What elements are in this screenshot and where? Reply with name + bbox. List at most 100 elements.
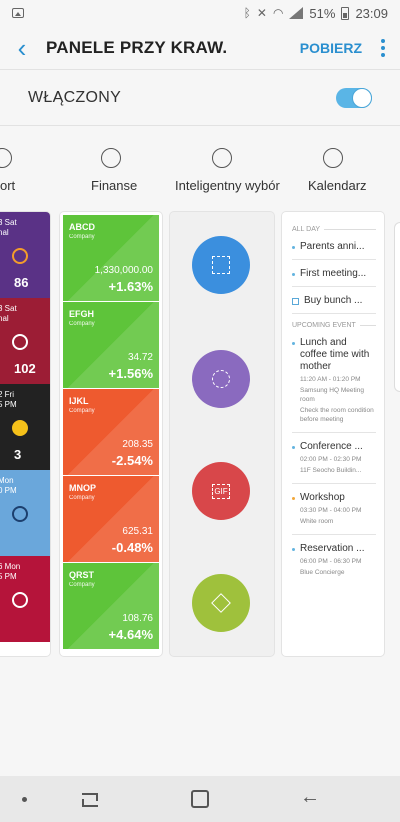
- mute-icon: ✕: [256, 6, 267, 20]
- bluetooth-icon: ᛒ: [243, 6, 251, 20]
- battery-percent: 51%: [309, 5, 336, 21]
- game-score: 3: [14, 447, 22, 462]
- team-logo-icon: [12, 592, 28, 608]
- sport-game-tile: 3 Sat nal 102: [0, 298, 50, 384]
- team-logo-icon: [12, 506, 28, 522]
- pin-to-screen-icon: [211, 593, 231, 613]
- panel-label-smart-select: Inteligentny wybór: [175, 178, 280, 193]
- stock-change: +1.56%: [108, 366, 153, 381]
- panel-label-sport: ort: [0, 178, 16, 193]
- page-title: PANELE PRZY KRAW.: [46, 37, 228, 57]
- sport-game-tile: 3 Sat nal 86: [0, 212, 50, 298]
- stock-change: -0.48%: [111, 540, 153, 555]
- calendar-event: Conference ... 02:00 PM - 02:30 PM 11F S…: [292, 432, 376, 475]
- stock-company: Company: [69, 234, 95, 240]
- panel-radio-calendar[interactable]: [323, 148, 343, 168]
- stock-tile: ABCD Company 1,330,000.00 +1.63%: [63, 215, 159, 301]
- rectangle-select-button: [192, 236, 250, 294]
- all-day-item: Parents anni...: [292, 241, 376, 260]
- sport-panel-preview[interactable]: 3 Sat nal 86 3 Sat nal 102 2 Fri 5 PM 3 Mon…: [0, 212, 50, 656]
- stock-company: Company: [69, 408, 95, 414]
- stock-tile: MNOP Company 625.31 -0.48%: [63, 476, 159, 562]
- team-logo-icon: [12, 420, 28, 436]
- event-time: 02:00 PM - 02:30 PM: [300, 456, 362, 463]
- event-place: Samsung HQ Meeting room: [300, 387, 364, 403]
- animation-gif-button: GIF: [192, 462, 250, 520]
- panel-radio-smart-select[interactable]: [212, 148, 232, 168]
- team-logo-icon: [12, 248, 28, 264]
- app-bar: ‹ PANELE PRZY KRAW. POBIERZ: [0, 26, 400, 70]
- all-day-header: ALL DAY: [292, 226, 376, 233]
- gallery-notification-icon: [12, 8, 24, 18]
- stock-change: +4.64%: [108, 627, 153, 642]
- panel-radio-sport[interactable]: [0, 148, 12, 168]
- stock-price: 108.76: [122, 613, 153, 624]
- more-options-icon[interactable]: [366, 26, 400, 70]
- recent-apps-icon[interactable]: [80, 790, 98, 808]
- toggle-label: WŁĄCZONY: [28, 88, 122, 106]
- stock-price: 208.35: [122, 439, 153, 450]
- event-time: 11:20 AM - 01:20 PM: [300, 376, 361, 383]
- team-logo-icon: [12, 334, 28, 350]
- nav-dot-icon[interactable]: [22, 797, 27, 802]
- stock-symbol: EFGH: [69, 309, 95, 319]
- calendar-panel-preview[interactable]: ALL DAY Parents anni... First meeting...…: [282, 212, 384, 656]
- event-title: Reservation ...: [300, 543, 365, 554]
- calendar-event: Lunch and coffee time with mother 11:20 …: [292, 337, 376, 424]
- calendar-event: Reservation ... 06:00 PM - 06:30 PM Blue…: [292, 534, 376, 577]
- game-score: 102: [14, 361, 36, 376]
- back-arrow-icon[interactable]: ‹: [17, 32, 27, 63]
- stock-change: +1.63%: [108, 279, 153, 294]
- stock-company: Company: [69, 321, 95, 327]
- stock-change: -2.54%: [111, 453, 153, 468]
- edge-panels-switch[interactable]: [336, 87, 372, 108]
- home-icon[interactable]: [191, 790, 209, 808]
- oval-select-icon: [212, 370, 230, 388]
- stock-company: Company: [69, 582, 95, 588]
- panel-label-finance: Finanse: [91, 178, 138, 193]
- upcoming-header: UPCOMING EVENT: [292, 322, 376, 329]
- event-place: White room: [300, 518, 334, 525]
- panel-radio-finance[interactable]: [101, 148, 121, 168]
- panel-label-calendar: Kalendarz: [308, 178, 367, 193]
- stock-tile: IJKL Company 208.35 -2.54%: [63, 389, 159, 475]
- event-note: Check the room condition before meeting: [300, 407, 374, 423]
- switch-knob: [352, 87, 372, 108]
- back-icon[interactable]: ←: [300, 786, 320, 808]
- stock-tile: EFGH Company 34.72 +1.56%: [63, 302, 159, 388]
- event-title: Lunch and coffee time with mother: [300, 337, 370, 372]
- stock-price: 34.72: [127, 352, 153, 363]
- all-day-item: First meeting...: [292, 268, 376, 287]
- stock-tile: QRST Company 108.76 +4.64%: [63, 563, 159, 649]
- sport-game-tile: 6 Mon 5 PM: [0, 556, 50, 642]
- event-time: 06:00 PM - 06:30 PM: [300, 558, 362, 565]
- download-button[interactable]: POBIERZ: [296, 34, 366, 62]
- battery-icon: [341, 6, 350, 20]
- game-score: 86: [14, 275, 29, 290]
- event-title: Workshop: [300, 492, 345, 503]
- status-icons: ᛒ ✕ ◠ 51% 23:09: [244, 6, 388, 21]
- stock-symbol: ABCD: [69, 222, 95, 232]
- sport-game-tile: 2 Fri 5 PM 3: [0, 384, 50, 470]
- oval-select-button: [192, 350, 250, 408]
- clock: 23:09: [355, 5, 388, 21]
- animation-gif-icon: GIF: [212, 483, 230, 499]
- calendar-event: Workshop 03:30 PM - 04:00 PM White room: [292, 483, 376, 526]
- pin-to-screen-button: [192, 574, 250, 632]
- next-panel-peek[interactable]: [394, 222, 400, 392]
- smart-select-panel-preview[interactable]: GIF: [170, 212, 274, 656]
- finance-panel-preview[interactable]: ABCD Company 1,330,000.00 +1.63% EFGH Co…: [60, 212, 162, 656]
- stock-symbol: MNOP: [69, 483, 96, 493]
- event-time: 03:30 PM - 04:00 PM: [300, 507, 362, 514]
- stock-price: 1,330,000.00: [94, 265, 153, 276]
- sport-game-tile: Mon 0 PM: [0, 470, 50, 556]
- navigation-bar: ←: [0, 776, 400, 822]
- status-bar: ᛒ ✕ ◠ 51% 23:09: [0, 0, 400, 26]
- event-title: Conference ...: [300, 441, 363, 452]
- wifi-icon: ◠: [272, 6, 284, 20]
- rectangle-select-icon: [212, 256, 230, 274]
- edge-panels-toggle-row[interactable]: WŁĄCZONY: [0, 70, 400, 126]
- stock-company: Company: [69, 495, 95, 501]
- stock-symbol: QRST: [69, 570, 95, 580]
- event-place: 11F Seocho Buildin...: [300, 467, 362, 474]
